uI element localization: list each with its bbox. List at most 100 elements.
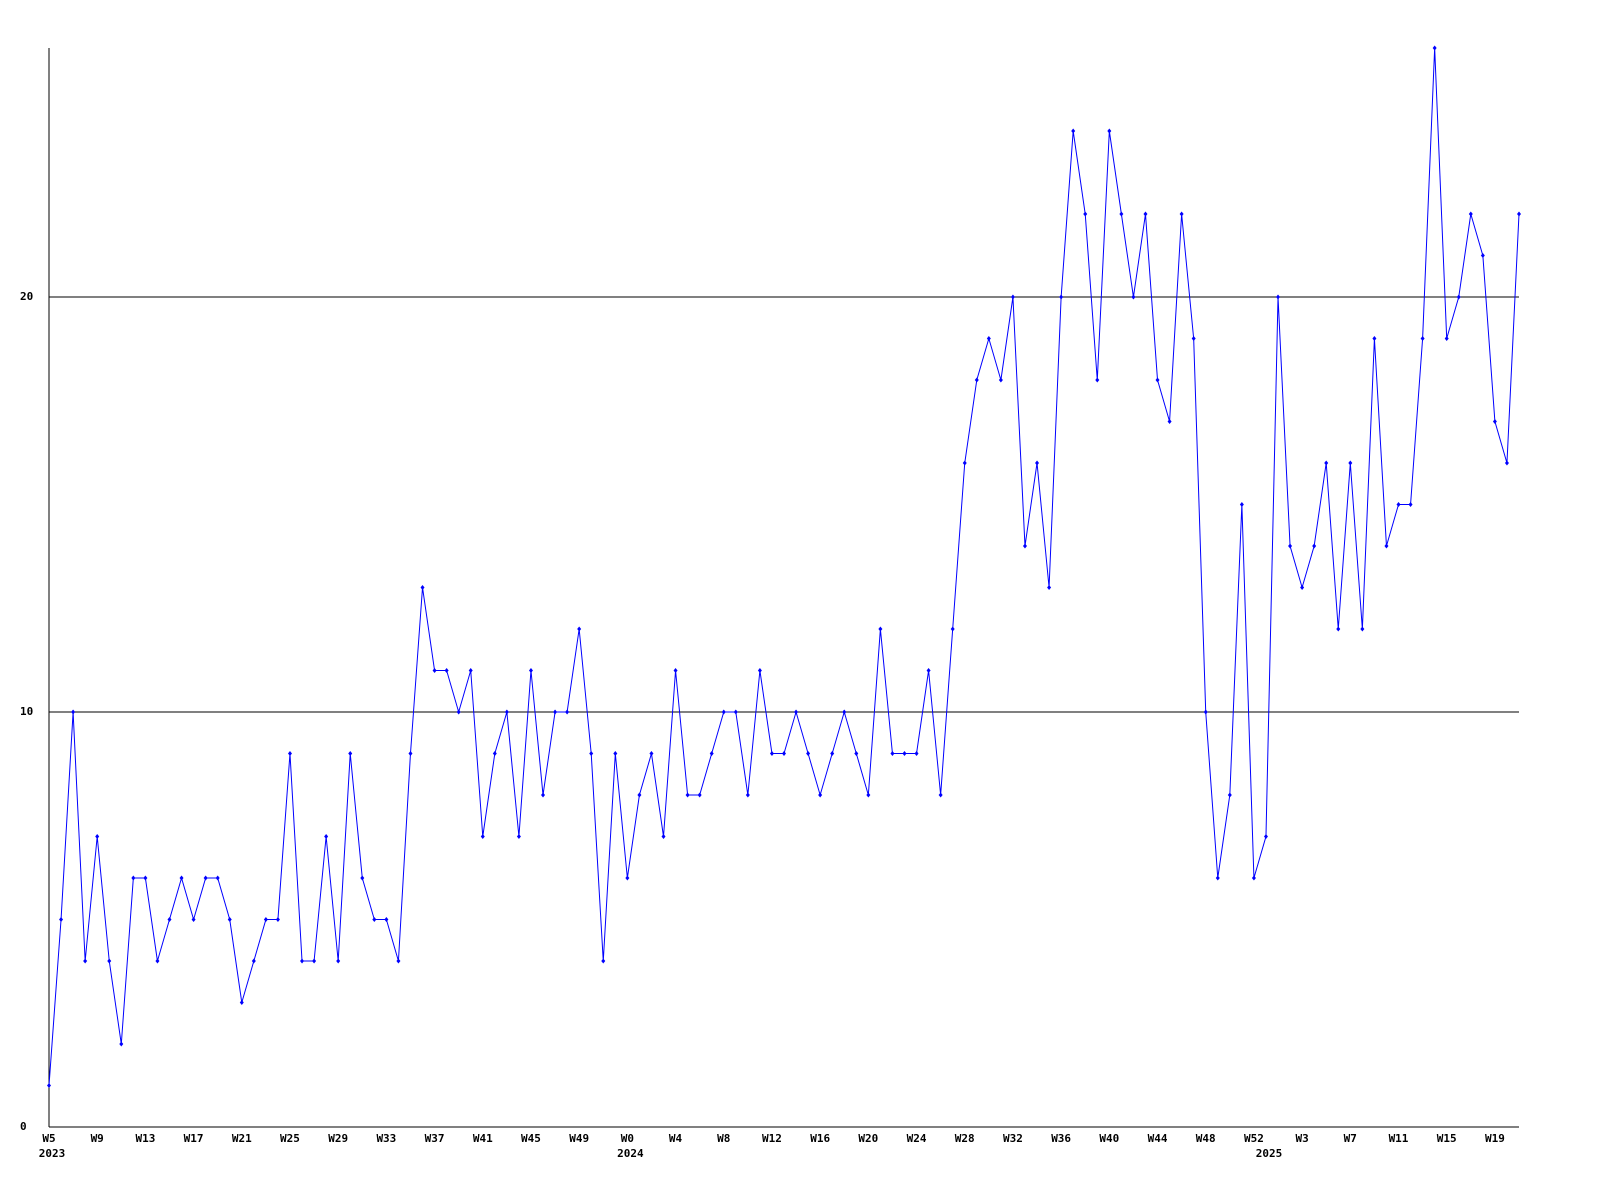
x-tick-label: W0 (621, 1132, 634, 1145)
point (1227, 792, 1232, 798)
x-tick-label: W20 (858, 1132, 878, 1145)
point (1047, 585, 1052, 590)
point (251, 958, 256, 964)
point (890, 751, 895, 756)
y-tick-label: 10 (20, 705, 33, 718)
x-year-label: 2024 (617, 1147, 644, 1160)
point (275, 917, 280, 922)
point (986, 336, 991, 341)
point (1384, 543, 1389, 549)
x-tick-label: W40 (1099, 1132, 1119, 1145)
point (504, 709, 509, 715)
point (528, 668, 533, 673)
point (203, 875, 208, 881)
point (384, 917, 389, 922)
point (372, 917, 377, 922)
x-tick-label: W37 (425, 1132, 445, 1145)
point (962, 460, 967, 466)
x-year-label: 2025 (1256, 1147, 1283, 1160)
point (1083, 211, 1088, 217)
point (1408, 502, 1413, 507)
x-tick-label: W16 (810, 1132, 830, 1145)
point (492, 751, 497, 756)
x-tick-label: W19 (1485, 1132, 1505, 1145)
x-tick-label: W9 (91, 1132, 104, 1145)
y-tick-label: 20 (20, 290, 33, 303)
point (1022, 543, 1027, 549)
point (818, 792, 823, 798)
point (866, 792, 871, 798)
point (998, 377, 1003, 383)
point (830, 751, 835, 756)
point (456, 709, 461, 715)
point (974, 377, 979, 383)
point (1324, 460, 1329, 466)
x-tick-label: W44 (1148, 1132, 1168, 1145)
x-tick-label: W41 (473, 1132, 493, 1145)
x-tick-label: W24 (907, 1132, 927, 1145)
x-tick-label: W52 (1244, 1132, 1264, 1145)
point (757, 668, 762, 673)
line (48, 47, 1520, 1086)
point (794, 709, 799, 715)
point (625, 875, 630, 881)
x-tick-label: W32 (1003, 1132, 1023, 1145)
point (83, 958, 88, 964)
point (1288, 543, 1293, 549)
point (191, 917, 196, 922)
point (480, 834, 485, 839)
point (1143, 211, 1148, 217)
point (263, 917, 268, 922)
point (155, 958, 160, 964)
x-tick-label: W48 (1196, 1132, 1216, 1145)
point (589, 751, 594, 756)
point (1276, 294, 1281, 300)
point (432, 668, 437, 673)
x-tick-label: W17 (184, 1132, 204, 1145)
point (1336, 626, 1341, 632)
point (1179, 211, 1184, 217)
x-tick-label: W25 (280, 1132, 300, 1145)
point (950, 626, 955, 632)
point (468, 668, 473, 673)
point (1215, 875, 1220, 881)
point (324, 834, 329, 839)
point (1239, 502, 1244, 507)
point (1095, 377, 1100, 383)
point (1107, 128, 1112, 134)
point (1456, 294, 1461, 300)
point (119, 1041, 124, 1047)
point (1300, 585, 1305, 590)
point (1492, 419, 1497, 424)
point (649, 751, 654, 756)
point (1155, 377, 1160, 383)
point (167, 917, 172, 922)
point (300, 958, 305, 964)
point (1251, 875, 1256, 881)
point (613, 751, 618, 756)
point (673, 668, 678, 673)
x-tick-label: W3 (1295, 1132, 1308, 1145)
point (1372, 336, 1377, 341)
x-tick-label: W5 (42, 1132, 55, 1145)
point (733, 709, 738, 715)
point (902, 751, 907, 756)
point (1396, 502, 1401, 507)
point (721, 709, 726, 715)
point (1035, 460, 1040, 466)
point (71, 709, 76, 715)
x-tick-label: W12 (762, 1132, 782, 1145)
point (408, 751, 413, 756)
point (1263, 834, 1268, 839)
point (444, 668, 449, 673)
point (396, 958, 401, 964)
point (926, 668, 931, 673)
point (541, 792, 546, 798)
point (878, 626, 883, 632)
x-tick-label: W28 (955, 1132, 975, 1145)
point (914, 751, 919, 756)
point (287, 751, 292, 756)
point (806, 751, 811, 756)
